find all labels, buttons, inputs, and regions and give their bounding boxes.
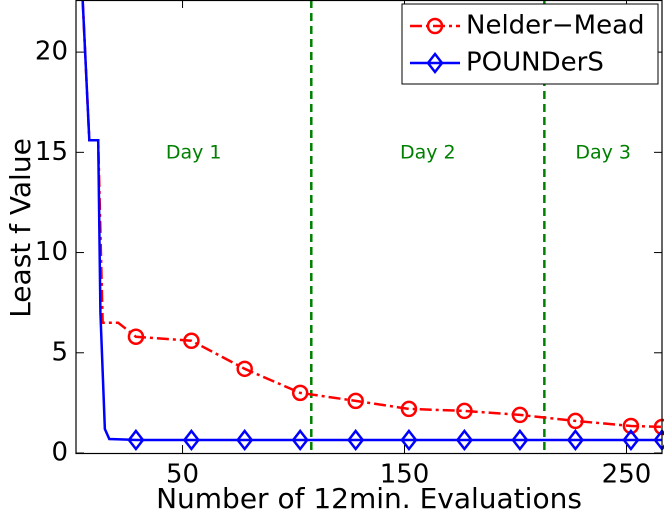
- legend-label: Nelder−Mead: [466, 11, 645, 41]
- marker: [511, 428, 529, 452]
- marker: [566, 428, 585, 452]
- marker: [622, 428, 640, 452]
- day-label: Day 3: [575, 142, 631, 164]
- marker: [127, 428, 145, 452]
- y-tick-label: 10: [35, 237, 68, 267]
- y-tick-label: 20: [35, 37, 68, 67]
- marker: [400, 400, 418, 418]
- marker: [511, 406, 529, 424]
- marker: [236, 360, 253, 378]
- marker: [291, 428, 309, 452]
- x-tick-label: 50: [166, 460, 199, 490]
- x-tick-label: 250: [602, 460, 652, 490]
- y-tick-label: 15: [35, 137, 68, 167]
- day-label: Day 2: [400, 142, 456, 164]
- day-label: Day 1: [166, 142, 222, 164]
- marker: [127, 328, 145, 345]
- marker: [426, 17, 444, 35]
- marker: [291, 384, 309, 402]
- legend-label: POUNDerS: [466, 48, 604, 78]
- series-line: [81, 0, 662, 442]
- marker: [455, 428, 474, 452]
- y-tick-label: 5: [51, 337, 68, 367]
- marker: [400, 428, 418, 452]
- marker: [456, 402, 473, 420]
- y-axis-label: Least f Value: [4, 138, 37, 318]
- y-tick-label: 0: [51, 438, 68, 468]
- marker: [426, 51, 444, 75]
- plot-frame: [75, 0, 663, 455]
- marker: [236, 428, 254, 452]
- legend-box: [401, 3, 659, 85]
- marker: [183, 332, 200, 350]
- x-axis-label: Number of 12min. Evaluations: [156, 482, 582, 515]
- marker: [347, 428, 365, 452]
- marker: [567, 412, 584, 430]
- marker: [182, 428, 201, 452]
- marker: [347, 392, 364, 410]
- x-tick-label: 150: [380, 460, 430, 490]
